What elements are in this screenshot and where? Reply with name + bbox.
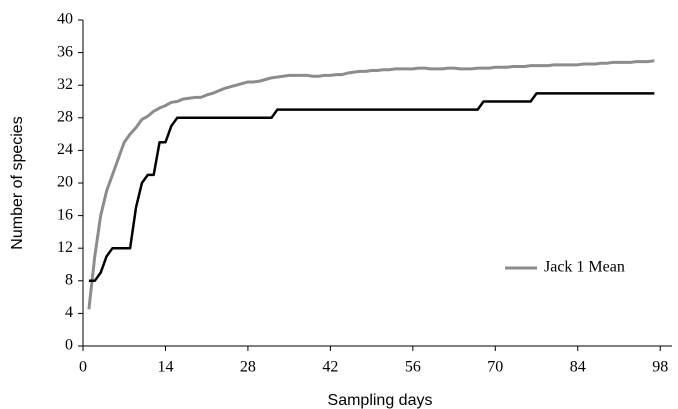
x-tick-label: 98: [652, 359, 668, 376]
x-tick-label: 28: [240, 359, 256, 376]
y-tick-label: 0: [65, 337, 73, 354]
y-tick-label: 4: [65, 304, 73, 321]
y-tick-label: 8: [65, 271, 73, 288]
x-tick-label: 14: [157, 359, 173, 376]
x-tick-label: 84: [570, 359, 586, 376]
x-axis-title: Sampling days: [328, 392, 433, 409]
y-tick-label: 40: [57, 11, 73, 28]
x-tick-label: 42: [322, 359, 338, 376]
y-tick-label: 16: [57, 206, 73, 223]
y-axis-title: Number of species: [9, 116, 26, 249]
y-tick-label: 20: [57, 174, 73, 191]
y-tick-label: 12: [57, 239, 73, 256]
legend-label: Jack 1 Mean: [544, 259, 625, 276]
y-tick-label: 32: [57, 76, 73, 93]
y-tick-label: 28: [57, 108, 73, 125]
x-tick-label: 0: [79, 359, 87, 376]
series-line: [87, 59, 655, 310]
x-tick-label: 70: [487, 359, 503, 376]
y-tick-label: 24: [57, 141, 73, 158]
x-tick-label: 56: [405, 359, 421, 376]
y-tick-label: 36: [57, 43, 73, 60]
series-line: [88, 92, 655, 283]
